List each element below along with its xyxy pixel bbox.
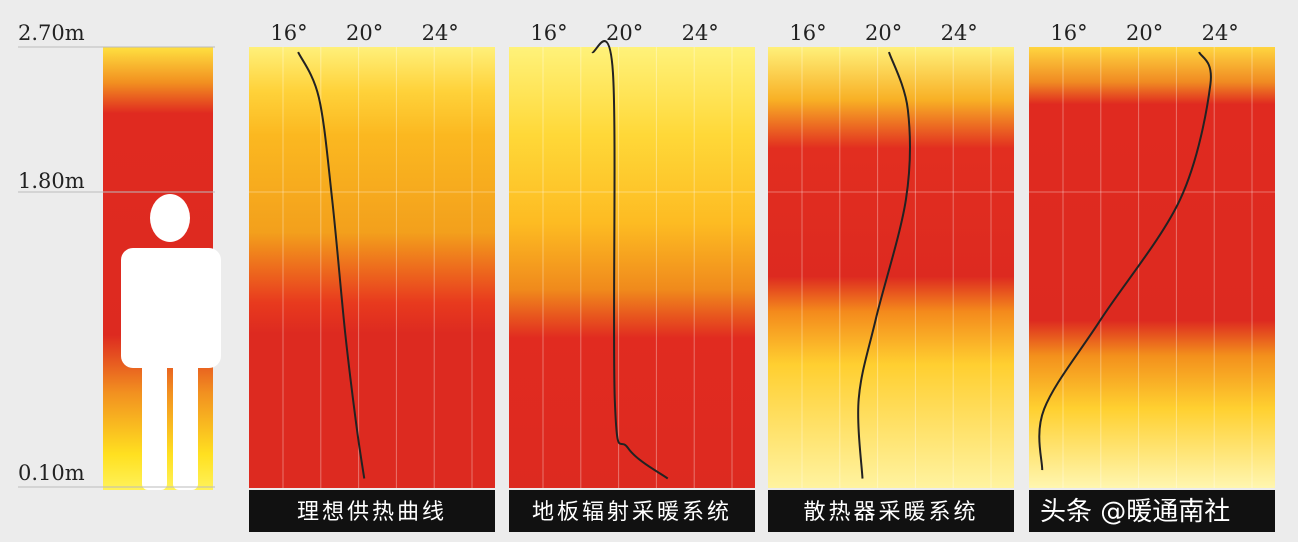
panel [768,47,1014,488]
height-label: 0.10m [18,461,85,485]
tick-label: 20° [1126,21,1163,45]
tick-label: 24° [941,21,978,45]
caption-box [509,490,755,532]
temperature-curve [591,40,669,480]
tick-label: 20° [346,21,383,45]
tick-label: 16° [1050,21,1087,45]
tick-label: 20° [606,21,643,45]
tick-label: 16° [530,21,567,45]
tick-label: 24° [1202,21,1239,45]
tick-label: 24° [422,21,459,45]
caption: 理想供热曲线 [297,500,447,525]
caption: 地板辐射采暖系统 [532,500,732,525]
caption: 散热器采暖系统 [803,500,978,525]
height-label: 1.80m [18,169,85,193]
temperature-curve [1038,51,1212,471]
person [121,194,221,490]
panel [509,47,755,488]
caption-box [249,490,495,532]
caption-box [768,490,1014,532]
watermark: 头条 @暖通南社 [1040,497,1230,527]
tick-label: 16° [270,21,307,45]
caption-box [1029,490,1275,532]
panel [1029,47,1275,488]
panel [249,47,495,488]
height-label: 2.70m [18,21,85,45]
temperature-curve [297,51,366,479]
tick-label: 16° [789,21,826,45]
temperature-curve [857,51,911,479]
tick-label: 20° [865,21,902,45]
tick-label: 24° [682,21,719,45]
